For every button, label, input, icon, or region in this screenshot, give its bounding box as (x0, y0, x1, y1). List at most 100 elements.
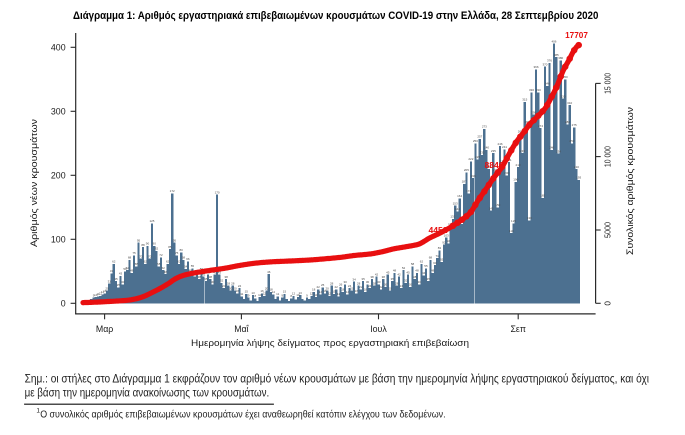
svg-text:370: 370 (542, 62, 547, 66)
svg-text:20: 20 (229, 286, 233, 290)
svg-text:10 000: 10 000 (604, 146, 613, 167)
svg-text:1: 1 (36, 408, 40, 415)
svg-text:232: 232 (480, 151, 485, 155)
svg-text:340: 340 (545, 82, 550, 86)
svg-text:14: 14 (319, 290, 323, 294)
svg-text:45: 45 (213, 270, 217, 274)
svg-text:62: 62 (166, 260, 170, 264)
svg-text:18: 18 (312, 288, 316, 292)
svg-text:43: 43 (119, 272, 123, 276)
svg-text:26: 26 (339, 283, 343, 287)
svg-text:12: 12 (310, 292, 314, 296)
svg-text:Συνολικός αριθμός κρουσμάτων: Συνολικός αριθμός κρουσμάτων (625, 107, 636, 255)
svg-text:110: 110 (509, 229, 514, 233)
svg-text:385: 385 (554, 53, 559, 57)
svg-text:241: 241 (502, 145, 507, 149)
svg-text:30: 30 (343, 280, 347, 284)
svg-text:55: 55 (191, 264, 195, 268)
svg-text:28: 28 (227, 281, 231, 285)
svg-text:20: 20 (233, 286, 237, 290)
svg-text:52: 52 (126, 266, 130, 270)
svg-text:62: 62 (144, 260, 148, 264)
svg-text:8: 8 (290, 294, 292, 298)
svg-text:48: 48 (393, 268, 397, 272)
svg-text:20: 20 (105, 286, 109, 290)
svg-text:350: 350 (563, 75, 568, 79)
svg-text:10: 10 (94, 293, 98, 297)
svg-text:125: 125 (149, 219, 154, 223)
svg-text:75: 75 (175, 251, 179, 255)
svg-text:58: 58 (135, 262, 139, 266)
svg-text:48: 48 (130, 268, 134, 272)
svg-text:54: 54 (184, 265, 188, 269)
svg-text:68: 68 (429, 256, 433, 260)
svg-text:Μαρ: Μαρ (96, 324, 113, 334)
svg-text:280: 280 (565, 120, 570, 124)
svg-text:164: 164 (457, 194, 462, 198)
svg-text:30: 30 (418, 280, 422, 284)
svg-text:Σημ.: οι στήλες στο Διάγραμμα: Σημ.: οι στήλες στο Διάγραμμα 1 εκφράζου… (25, 371, 650, 385)
svg-text:190: 190 (513, 178, 518, 182)
svg-text:16: 16 (103, 289, 107, 293)
svg-text:35: 35 (391, 277, 395, 281)
svg-text:62: 62 (177, 260, 181, 264)
svg-text:Ιουλ: Ιουλ (370, 324, 387, 334)
svg-text:257: 257 (477, 135, 482, 139)
svg-text:50: 50 (123, 267, 127, 271)
svg-text:26: 26 (409, 283, 413, 287)
svg-text:310: 310 (567, 101, 572, 105)
svg-text:38: 38 (413, 275, 417, 279)
svg-text:12: 12 (263, 292, 267, 296)
svg-text:20: 20 (388, 286, 392, 290)
svg-text:88: 88 (141, 243, 145, 247)
svg-text:35: 35 (204, 277, 208, 281)
svg-text:90: 90 (153, 242, 157, 246)
svg-text:35: 35 (114, 277, 118, 281)
svg-text:22: 22 (316, 285, 320, 289)
svg-text:15: 15 (283, 290, 287, 294)
svg-text:85: 85 (168, 245, 172, 249)
svg-text:Διάγραμμα 1: Αριθμός εργαστηρι: Διάγραμμα 1: Αριθμός εργαστηριακά επιβεβ… (73, 10, 598, 22)
svg-text:42: 42 (397, 272, 401, 276)
svg-text:38: 38 (370, 275, 374, 279)
svg-text:70: 70 (148, 254, 152, 258)
svg-text:12: 12 (99, 292, 103, 296)
svg-text:11: 11 (97, 292, 100, 296)
svg-text:30: 30 (366, 280, 370, 284)
svg-text:250: 250 (473, 139, 478, 143)
svg-text:80: 80 (179, 248, 183, 252)
svg-text:0: 0 (604, 301, 613, 306)
svg-text:Αριθμός νέων κρουσμάτων: Αριθμός νέων κρουσμάτων (29, 119, 40, 247)
svg-text:16: 16 (236, 289, 240, 293)
svg-text:280: 280 (525, 120, 530, 124)
svg-text:234: 234 (556, 149, 561, 153)
svg-text:46: 46 (164, 270, 168, 274)
svg-text:150: 150 (495, 203, 500, 207)
svg-text:Μαΐ: Μαΐ (234, 324, 249, 334)
svg-text:172: 172 (170, 189, 175, 193)
svg-text:42: 42 (202, 272, 206, 276)
svg-text:5000: 5000 (604, 222, 613, 238)
svg-text:14: 14 (346, 290, 350, 294)
svg-text:240: 240 (549, 146, 554, 150)
svg-text:28: 28 (395, 281, 399, 285)
svg-text:11: 11 (276, 292, 279, 296)
svg-text:47: 47 (110, 269, 114, 273)
svg-text:246: 246 (498, 142, 503, 146)
svg-text:153: 153 (453, 201, 458, 205)
svg-text:366: 366 (534, 65, 539, 69)
svg-text:196: 196 (471, 174, 476, 178)
svg-text:35: 35 (361, 277, 365, 281)
svg-text:8: 8 (254, 294, 256, 298)
svg-text:48: 48 (415, 268, 419, 272)
svg-text:75: 75 (132, 251, 136, 255)
svg-text:16: 16 (260, 289, 264, 293)
svg-text:406: 406 (551, 39, 556, 43)
svg-text:71: 71 (436, 254, 440, 258)
svg-text:12: 12 (292, 292, 296, 296)
svg-text:205: 205 (493, 168, 498, 172)
svg-text:145: 145 (489, 206, 494, 210)
svg-text:4452: 4452 (428, 225, 447, 235)
svg-text:62: 62 (112, 260, 116, 264)
svg-text:9: 9 (281, 293, 283, 297)
